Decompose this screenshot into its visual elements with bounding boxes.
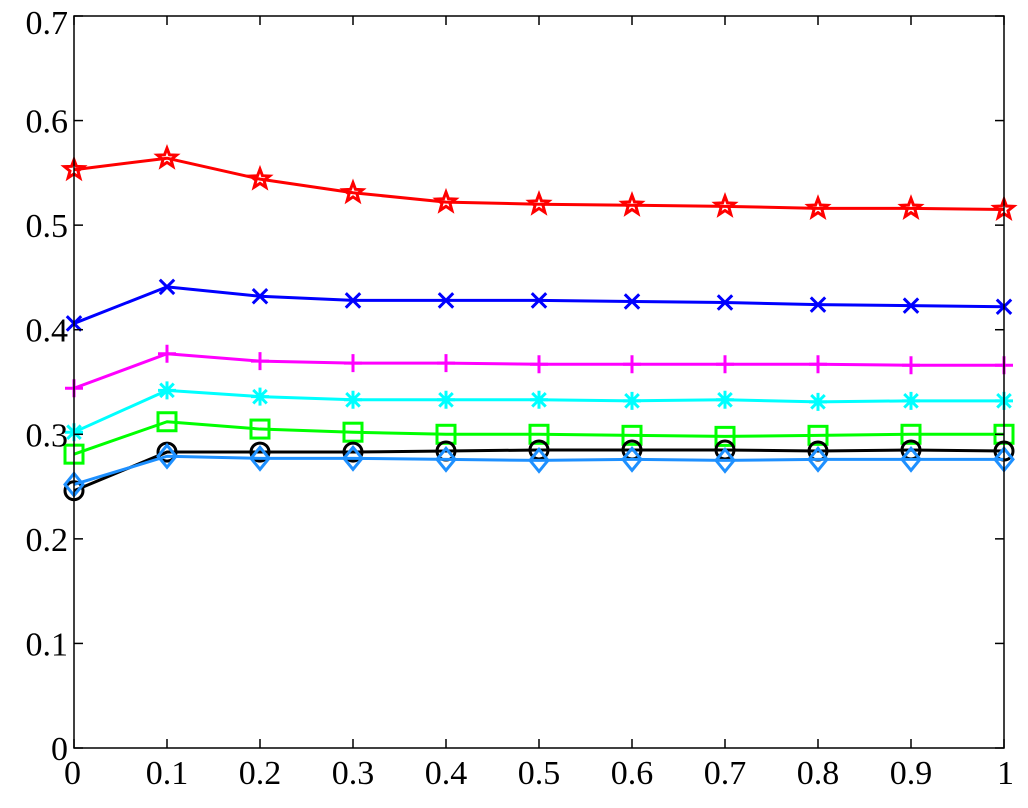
data-point xyxy=(342,421,364,443)
x-tick-label: 1 xyxy=(997,755,1014,792)
data-point xyxy=(249,418,271,440)
data-point xyxy=(158,381,176,400)
y-tick-label: 0 xyxy=(51,731,68,768)
data-point xyxy=(156,411,178,433)
data-point xyxy=(623,391,641,410)
x-tick-label: 0.1 xyxy=(146,755,189,792)
data-point xyxy=(251,387,269,406)
data-point xyxy=(623,355,641,374)
data-point xyxy=(621,446,643,473)
data-point xyxy=(249,441,271,463)
y-tick-label: 0.3 xyxy=(26,417,69,454)
data-point xyxy=(716,355,734,374)
series-asterisk xyxy=(65,381,1013,442)
data-point xyxy=(714,425,736,447)
y-tick-label: 0.1 xyxy=(26,626,69,663)
x-tick-label: 0.4 xyxy=(425,755,468,792)
series-star xyxy=(60,143,1018,222)
series-plus xyxy=(65,344,1013,398)
data-point xyxy=(432,187,460,214)
data-point xyxy=(809,392,827,411)
series-line xyxy=(73,454,1004,486)
series-line xyxy=(73,420,1004,456)
data-point xyxy=(344,354,362,373)
data-point xyxy=(623,293,641,310)
data-point xyxy=(437,390,455,409)
series-line xyxy=(73,285,1005,325)
y-tick-label: 0.4 xyxy=(26,313,69,350)
data-point xyxy=(897,194,925,220)
data-point xyxy=(251,287,269,305)
ticks-layer xyxy=(73,15,1005,749)
data-point xyxy=(246,164,274,191)
data-point xyxy=(158,278,176,296)
data-point xyxy=(804,194,832,220)
data-point xyxy=(344,292,362,309)
data-point xyxy=(153,143,181,170)
data-point xyxy=(809,296,827,313)
data-point xyxy=(807,446,829,473)
x-tick-label: 0 xyxy=(64,755,81,792)
data-point xyxy=(900,446,922,473)
data-point xyxy=(714,447,736,474)
data-point xyxy=(900,423,922,445)
y-tick-label: 0.6 xyxy=(26,104,69,141)
x-tick-label: 0.6 xyxy=(611,755,654,792)
series-square xyxy=(63,411,1015,465)
data-point xyxy=(249,444,271,472)
data-point xyxy=(437,354,455,373)
series-layer xyxy=(60,143,1018,502)
data-point xyxy=(342,444,364,472)
x-tick-label: 0.7 xyxy=(704,755,747,792)
data-point xyxy=(530,355,548,374)
data-point xyxy=(339,178,367,205)
data-point xyxy=(711,192,739,218)
data-point xyxy=(528,423,550,445)
data-point xyxy=(344,390,362,409)
data-point xyxy=(342,441,364,463)
data-point xyxy=(618,190,646,217)
y-tick-label: 0.5 xyxy=(26,208,69,245)
x-tick-label: 0.5 xyxy=(518,755,561,792)
data-point xyxy=(530,390,548,409)
data-point xyxy=(716,294,734,311)
y-tick-label: 0.7 xyxy=(26,5,69,42)
data-point xyxy=(156,442,178,470)
data-point xyxy=(528,447,550,474)
data-point xyxy=(902,356,920,375)
data-point xyxy=(530,292,548,309)
data-point xyxy=(251,352,269,371)
data-point xyxy=(621,424,643,446)
series-line xyxy=(73,156,1005,211)
data-point xyxy=(902,391,920,410)
data-point xyxy=(435,446,457,473)
data-point xyxy=(902,297,920,314)
y-tick-label: 0.2 xyxy=(26,522,69,559)
data-point xyxy=(525,189,553,216)
x-tick-label: 0.2 xyxy=(239,755,282,792)
tick-labels: 0 0.1 0.2 0.3 0.4 0.5 0.6 0.7 0.8 0.9 1 0 0.1 0.2 0.3 0… xyxy=(26,5,1015,792)
data-point xyxy=(809,355,827,374)
data-point xyxy=(437,292,455,309)
data-point xyxy=(158,344,176,363)
data-point xyxy=(716,390,734,409)
plot-frame xyxy=(73,15,1005,749)
x-tick-label: 0.9 xyxy=(890,755,933,792)
series-x xyxy=(65,278,1013,332)
x-tick-label: 0.3 xyxy=(332,755,375,792)
x-tick-label: 0.8 xyxy=(797,755,840,792)
data-point xyxy=(807,424,829,446)
